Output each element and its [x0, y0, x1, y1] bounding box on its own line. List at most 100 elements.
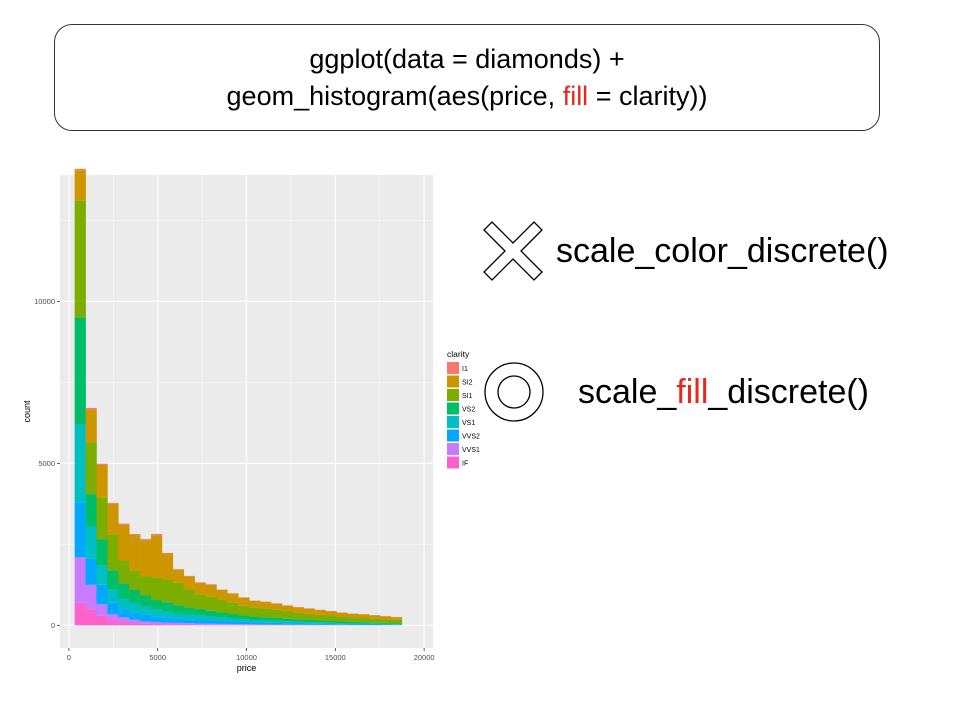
bar-vs2-bin-14 [227, 614, 239, 619]
bar-vs1-bin-19 [281, 621, 294, 624]
bar-vs1-bin-15 [238, 619, 250, 622]
bar-if-bin-13 [216, 624, 228, 626]
bar-vs2-bin-17 [260, 617, 272, 621]
code-line-2-end: = clarity)) [588, 80, 708, 111]
bar-vs1-bin-12 [205, 616, 217, 621]
bar-si2-bin-15 [238, 597, 250, 606]
bar-vvs1-bin-2 [96, 604, 108, 616]
bar-vvs2-bin-26 [358, 624, 370, 626]
bar-vs2-bin-1 [85, 494, 97, 527]
bar-vs2-bin-2 [96, 539, 108, 566]
bar-vvs1-bin-6 [140, 621, 152, 624]
bar-si1-bin-15 [238, 605, 250, 616]
bar-vs2-bin-0 [74, 317, 86, 425]
bar-vs2-bin-13 [216, 612, 228, 618]
code-box: ggplot(data = diamonds) + geom_histogram… [54, 24, 880, 131]
bar-vs2-bin-6 [140, 595, 152, 607]
bar-si2-bin-19 [281, 605, 294, 612]
option-color-row: scale_color_discrete() [482, 220, 889, 282]
x-tick-label: 0 [67, 653, 71, 662]
bar-si1-bin-26 [358, 618, 370, 623]
bar-si2-bin-3 [107, 503, 119, 535]
bar-vs1-bin-13 [216, 617, 228, 621]
option-fill-label: scale_fill_discrete() [578, 372, 869, 411]
bar-vs1-bin-16 [249, 619, 261, 623]
bar-vvs2-bin-10 [183, 619, 195, 624]
bar-si1-bin-13 [216, 599, 228, 613]
bar-si1-bin-25 [347, 617, 359, 622]
bar-si1-bin-0 [74, 200, 86, 318]
bar-vs1-bin-1 [85, 526, 97, 559]
bar-vs2-bin-25 [347, 621, 359, 624]
bar-si1-bin-19 [281, 611, 294, 619]
bar-vvs1-bin-12 [205, 623, 217, 625]
bar-si1-bin-9 [172, 582, 185, 606]
bar-si1-bin-10 [183, 589, 195, 608]
bar-si2-bin-16 [249, 600, 261, 608]
bar-vvs2-bin-9 [172, 618, 185, 623]
legend-key-i1 [447, 362, 459, 374]
bar-si2-bin-25 [347, 613, 359, 618]
bar-vvs2-bin-24 [336, 624, 348, 625]
legend-label-vs2: VS2 [462, 407, 475, 414]
bar-vs1-bin-29 [390, 624, 403, 625]
bar-si2-bin-12 [205, 584, 217, 597]
bar-vs2-bin-19 [281, 618, 294, 622]
legend-key-vvs1 [447, 443, 459, 455]
bar-si2-bin-26 [358, 614, 370, 619]
bar-si1-bin-2 [96, 497, 108, 540]
bar-vvs1-bin-9 [172, 622, 185, 625]
bar-vvs2-bin-0 [74, 502, 86, 558]
bar-si2-bin-28 [380, 616, 392, 620]
y-tick-label: 5000 [38, 459, 55, 468]
legend-label-if: IF [462, 461, 468, 468]
bar-vs2-bin-22 [314, 620, 326, 623]
bar-si2-bin-8 [161, 553, 174, 580]
bar-vvs1-bin-4 [118, 617, 130, 623]
bar-i1-bin-1 [85, 407, 97, 410]
bar-vvs2-bin-3 [107, 602, 119, 614]
bar-vs1-bin-10 [183, 614, 195, 620]
bar-vs2-bin-20 [292, 619, 304, 622]
legend-label-vvs1: VVS1 [462, 447, 480, 454]
legend-label-i1: I1 [462, 366, 468, 373]
legend-label-si2: SI2 [462, 380, 473, 387]
bar-vvs1-bin-0 [74, 557, 86, 603]
bar-vvs1-bin-11 [194, 623, 206, 625]
bar-i1-bin-10 [183, 575, 195, 577]
bar-if-bin-5 [129, 623, 141, 626]
bar-si1-bin-1 [85, 442, 97, 495]
y-tick-label: 10000 [34, 297, 55, 306]
bar-vvs2-bin-15 [238, 621, 250, 625]
bar-vs2-bin-9 [172, 605, 185, 614]
bar-vs2-bin-8 [161, 602, 174, 612]
bar-vvs1-bin-3 [107, 613, 119, 621]
bar-if-bin-6 [140, 623, 152, 626]
bar-vvs1-bin-7 [151, 622, 163, 625]
bar-vvs2-bin-17 [260, 622, 272, 625]
bar-vs1-bin-7 [151, 609, 163, 617]
bar-i1-bin-12 [205, 584, 217, 585]
bar-vs1-bin-11 [194, 615, 206, 620]
legend-key-vvs2 [447, 429, 459, 442]
bar-si1-bin-18 [270, 609, 283, 618]
bar-vvs2-bin-21 [303, 623, 315, 625]
bar-si2-bin-0 [74, 170, 86, 201]
bar-si2-bin-10 [183, 576, 195, 590]
bar-i1-bin-6 [140, 539, 152, 541]
bar-si2-bin-6 [140, 540, 152, 577]
bar-si2-bin-9 [172, 569, 185, 583]
bar-vs1-bin-25 [347, 623, 359, 625]
code-line-2: geom_histogram(aes(price, fill = clarity… [227, 78, 708, 115]
bar-vvs2-bin-18 [270, 622, 283, 625]
bar-if-bin-11 [194, 624, 206, 626]
bar-vs2-bin-15 [238, 615, 250, 620]
bar-vvs2-bin-6 [140, 614, 152, 622]
bar-si2-bin-21 [303, 608, 315, 614]
legend-key-si1 [447, 389, 459, 401]
bar-si1-bin-3 [107, 534, 119, 571]
legend-key-vs2 [447, 402, 459, 415]
bar-vvs2-bin-5 [129, 612, 141, 620]
bar-si2-bin-2 [96, 464, 108, 498]
bar-si2-bin-14 [227, 593, 239, 603]
